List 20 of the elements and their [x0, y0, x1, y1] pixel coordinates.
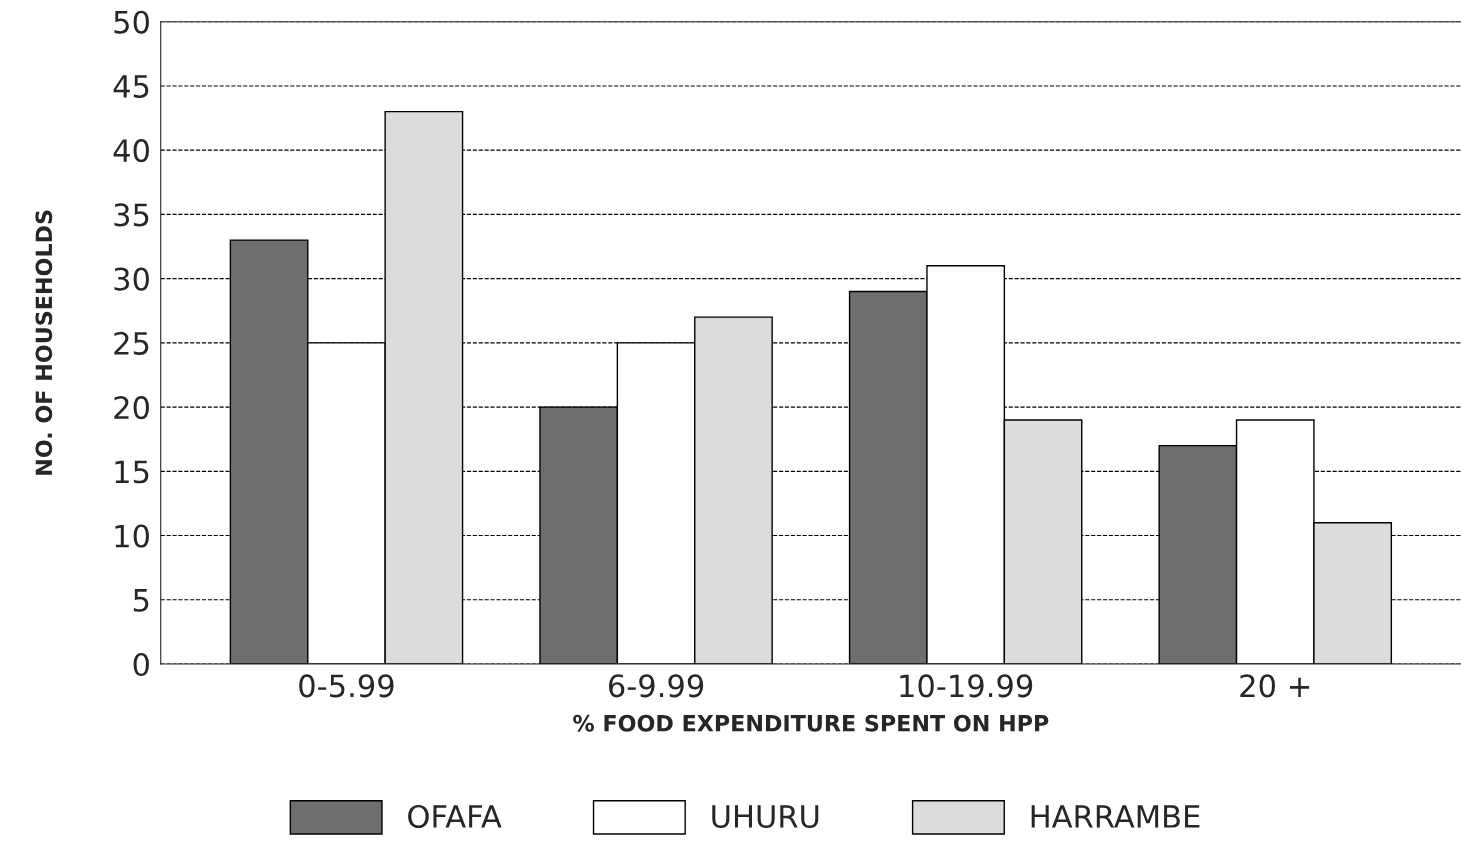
- legend-label: HARRAMBE: [1031, 805, 1200, 828]
- y-tick-label: 35: [114, 203, 149, 227]
- legend-label: OFAFA: [408, 804, 502, 829]
- y-tick-label: 40: [113, 139, 149, 163]
- x-tick-label: 10-19.99: [900, 674, 1033, 698]
- y-tick-label: 15: [115, 460, 149, 484]
- y-tick-label: 50: [114, 10, 149, 34]
- legend-label: UHURU: [712, 805, 819, 829]
- y-tick-label: 30: [114, 267, 149, 291]
- y-tick-label: 25: [114, 331, 149, 355]
- x-tick-label: 6-9.99: [608, 674, 704, 698]
- y-tick-label: 5: [133, 589, 149, 612]
- x-tick-label: 20 +: [1240, 674, 1310, 698]
- y-tick-label: 0: [133, 652, 149, 677]
- y-tick-label: 10: [115, 524, 149, 548]
- y-tick-label: 20: [114, 396, 149, 420]
- x-axis-title: % FOOD EXPENDITURE SPENT ON HPP: [573, 714, 1049, 732]
- y-axis-title: NO. OF HOUSEHOLDS: [35, 210, 53, 475]
- x-tick-label: 0-5.99: [299, 674, 394, 698]
- y-tick-label: 45: [113, 75, 149, 98]
